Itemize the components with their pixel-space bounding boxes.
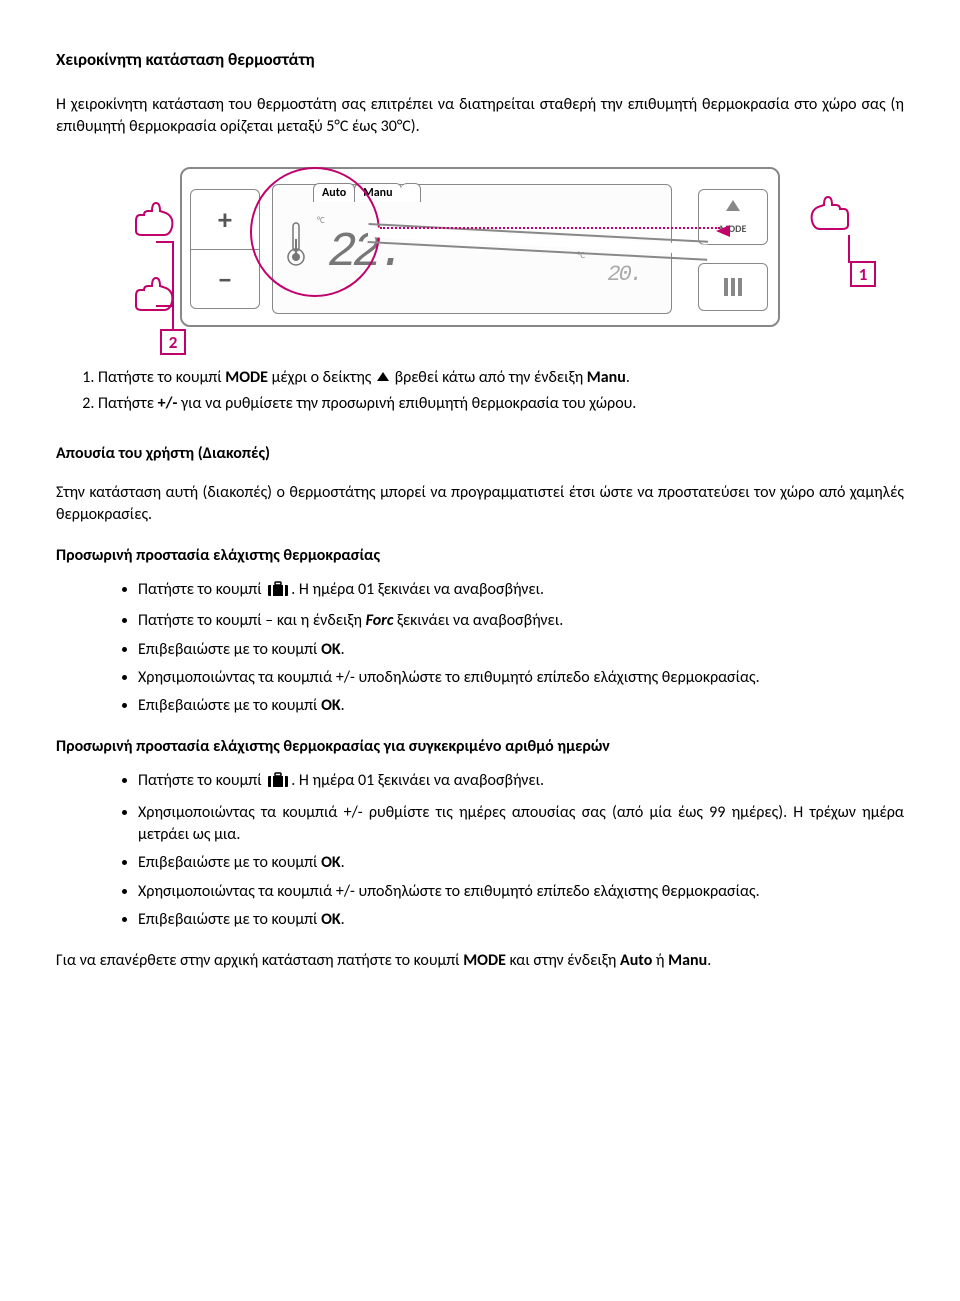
callout-line (172, 241, 174, 331)
minus-icon: − (218, 260, 232, 299)
list-item: Χρησιμοποιώντας τα κουμπιά +/- ρυθμίστε … (138, 802, 904, 847)
callout-line (848, 235, 850, 263)
text: . Η ημέρα 01 ξεκινάει να αναβοσβήνει. (291, 771, 544, 790)
absence-paragraph: Στην κατάσταση αυτή (διακοπές) ο θερμοστ… (56, 482, 904, 527)
thermostat-figure: + − Auto Manu °C 22. °C 20. (56, 157, 904, 337)
text: . (707, 951, 711, 970)
callout-2: 2 (160, 329, 186, 355)
room-temp: 20. (607, 260, 641, 291)
plus-minus-buttons: + − (190, 189, 260, 309)
pointer-arrow-icon (716, 225, 730, 237)
ok-word: OK (321, 853, 341, 872)
suitcase-icon (267, 581, 289, 604)
hand-pointer-icon (806, 191, 854, 231)
manu-word: Manu (587, 368, 626, 387)
mode-word: MODE (463, 951, 506, 970)
footer-paragraph: Για να επανέρθετε στην αρχική κατάσταση … (56, 950, 904, 972)
plusminus-word: +/- (158, 394, 178, 413)
list-item: Χρησιμοποιώντας τα κουμπιά +/- υποδηλώστ… (138, 881, 904, 903)
forc-word: Forc (366, 611, 394, 630)
text: ξεκινάει να αναβοσβήνει. (393, 611, 563, 630)
text: . Η ημέρα 01 ξεκινάει να αναβοσβήνει. (291, 580, 544, 599)
text: . (341, 696, 345, 715)
page-title: Χειροκίνητη κατάσταση θερμοστάτη (56, 48, 904, 72)
text: . (341, 640, 345, 659)
list-item: Επιβεβαιώστε με το κουμπί OK. (138, 852, 904, 874)
triangle-up-icon (726, 200, 740, 211)
ok-word: OK (321, 910, 341, 929)
thermometer-icon (285, 221, 307, 267)
tab-ghost (401, 183, 421, 203)
text: Για να επανέρθετε στην αρχική κατάσταση … (56, 951, 463, 970)
hand-pointer-icon (130, 197, 178, 237)
bullet-list-1: Πατήστε το κουμπί . Η ημέρα 01 ξεκινάει … (56, 579, 904, 718)
text: Πατήστε το κουμπί (138, 771, 265, 790)
text: μέχρι ο δείκτης (268, 368, 375, 387)
tab-manu: Manu (354, 183, 401, 203)
text: βρεθεί κάτω από την ένδειξη (391, 368, 587, 387)
text: για να ρυθμίσετε την προσωρινή επιθυμητή… (177, 394, 636, 413)
suitcase-icon (267, 772, 289, 795)
callout-1: 1 (850, 261, 876, 287)
plus-icon: + (218, 200, 232, 239)
tab-auto: Auto (313, 183, 355, 203)
pointer-dotted-line (380, 227, 720, 229)
text: και στην ένδειξη (506, 951, 620, 970)
step-2: Πατήστε +/- για να ρυθμίσετε την προσωρι… (98, 393, 904, 415)
text: ή (652, 951, 668, 970)
text: Επιβεβαιώστε με το κουμπί (138, 696, 321, 715)
text: Επιβεβαιώστε με το κουμπί (138, 853, 321, 872)
auto-word: Auto (620, 951, 652, 970)
list-item: Επιβεβαιώστε με το κουμπί OK. (138, 909, 904, 931)
text: . (626, 368, 630, 387)
list-item: Επιβεβαιώστε με το κουμπί OK. (138, 695, 904, 717)
secondary-button (698, 263, 768, 311)
ok-word: OK (321, 640, 341, 659)
text: . (341, 910, 345, 929)
bullet-list-2: Πατήστε το κουμπί . Η ημέρα 01 ξεκινάει … (56, 770, 904, 931)
list-item: Πατήστε το κουμπί . Η ημέρα 01 ξεκινάει … (138, 770, 904, 795)
mode-button: MODE (698, 189, 768, 245)
intro-paragraph: Η χειροκίνητη κατάσταση του θερμοστάτη σ… (56, 94, 904, 139)
list-item: Πατήστε το κουμπί – και η ένδειξη Forc ξ… (138, 610, 904, 632)
section-heading-absence: Απουσία του χρήστη (Διακοπές) (56, 443, 904, 465)
manu-word: Manu (668, 951, 707, 970)
subheading-temp-protect-days: Προσωρινή προστασία ελάχιστης θερμοκρασί… (56, 736, 904, 758)
numbered-steps: Πατήστε το κουμπί MODE μέχρι ο δείκτης β… (56, 367, 904, 416)
list-item: Πατήστε το κουμπί . Η ημέρα 01 ξεκινάει … (138, 579, 904, 604)
text: Πατήστε το κουμπί (138, 580, 265, 599)
text: Πατήστε (98, 394, 158, 413)
ok-word: OK (321, 696, 341, 715)
deg-unit-1: °C (317, 215, 325, 228)
list-item: Χρησιμοποιώντας τα κουμπιά +/- υποδηλώστ… (138, 667, 904, 689)
text: Επιβεβαιώστε με το κουμπί (138, 910, 321, 929)
step-1: Πατήστε το κουμπί MODE μέχρι ο δείκτης β… (98, 367, 904, 389)
text: Πατήστε το κουμπί (98, 368, 225, 387)
subheading-temp-protect: Προσωρινή προστασία ελάχιστης θερμοκρασί… (56, 545, 904, 567)
triangle-up-icon (377, 372, 389, 381)
mode-word: MODE (225, 368, 268, 387)
text: Πατήστε το κουμπί – και η ένδειξη (138, 611, 366, 630)
list-item: Επιβεβαιώστε με το κουμπί OK. (138, 639, 904, 661)
text: Επιβεβαιώστε με το κουμπί (138, 640, 321, 659)
text: . (341, 853, 345, 872)
